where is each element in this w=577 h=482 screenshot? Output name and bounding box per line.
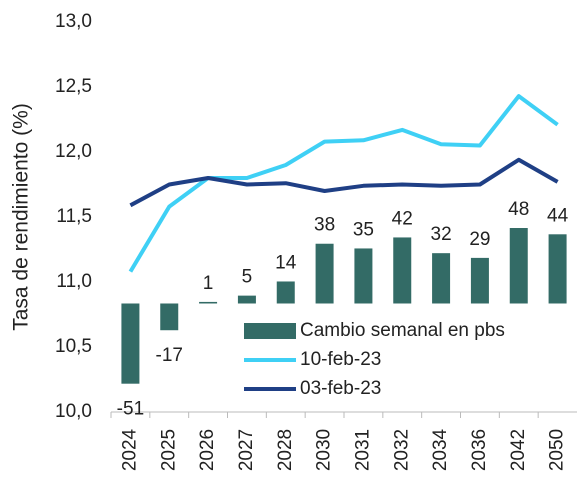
legend-swatch xyxy=(244,323,296,339)
x-tick-label: 2050 xyxy=(547,429,568,471)
data-label: 42 xyxy=(392,208,413,229)
bar xyxy=(509,228,528,304)
y-tick-label: 12,0 xyxy=(55,141,92,162)
x-tick-label: 2030 xyxy=(314,429,335,471)
data-label: -17 xyxy=(156,345,183,366)
x-tick-label: 2031 xyxy=(352,429,373,471)
bar xyxy=(237,295,256,304)
data-label: 5 xyxy=(242,267,253,288)
data-label: -51 xyxy=(117,399,144,420)
bar xyxy=(470,257,489,304)
data-label: 35 xyxy=(353,219,374,240)
x-tick-label: 2042 xyxy=(508,429,529,471)
legend-label: Cambio semanal en pbs xyxy=(300,320,505,341)
data-label: 1 xyxy=(203,273,214,294)
bar xyxy=(276,281,295,304)
x-tick-label: 2027 xyxy=(236,429,257,471)
legend-label: 10-feb-23 xyxy=(300,349,381,370)
bar xyxy=(199,301,218,304)
data-label: 32 xyxy=(431,224,452,245)
data-label: 38 xyxy=(314,215,335,236)
data-label: 29 xyxy=(469,229,490,250)
legend-label: 03-feb-23 xyxy=(300,378,381,399)
bar xyxy=(160,303,179,331)
y-tick-label: 11,0 xyxy=(56,271,92,292)
bar xyxy=(121,303,140,384)
line xyxy=(128,94,559,273)
x-tick-label: 2036 xyxy=(469,429,490,471)
y-axis-label: Tasa de rendimiento (%) xyxy=(10,103,33,331)
y-tick-label: 12,5 xyxy=(55,76,92,97)
bar xyxy=(393,237,412,304)
x-tick-label: 2025 xyxy=(158,429,179,471)
data-label: 48 xyxy=(508,199,529,220)
y-tick-label: 10,0 xyxy=(55,401,92,422)
x-tick-label: 2032 xyxy=(391,429,412,471)
x-tick-label: 2024 xyxy=(119,428,140,471)
line xyxy=(129,157,559,208)
data-label: 14 xyxy=(275,252,297,273)
bar xyxy=(548,234,567,304)
x-tick-label: 2028 xyxy=(275,429,296,471)
y-tick-label: 11,5 xyxy=(56,206,92,227)
x-tick-label: 2034 xyxy=(430,428,451,471)
y-tick-label: 13,0 xyxy=(55,11,92,32)
y-tick-label: 10,5 xyxy=(55,336,92,357)
bar xyxy=(315,243,334,304)
bar xyxy=(432,253,451,304)
bar xyxy=(354,248,373,304)
x-tick-label: 2026 xyxy=(197,429,218,471)
data-label: 44 xyxy=(547,205,569,226)
